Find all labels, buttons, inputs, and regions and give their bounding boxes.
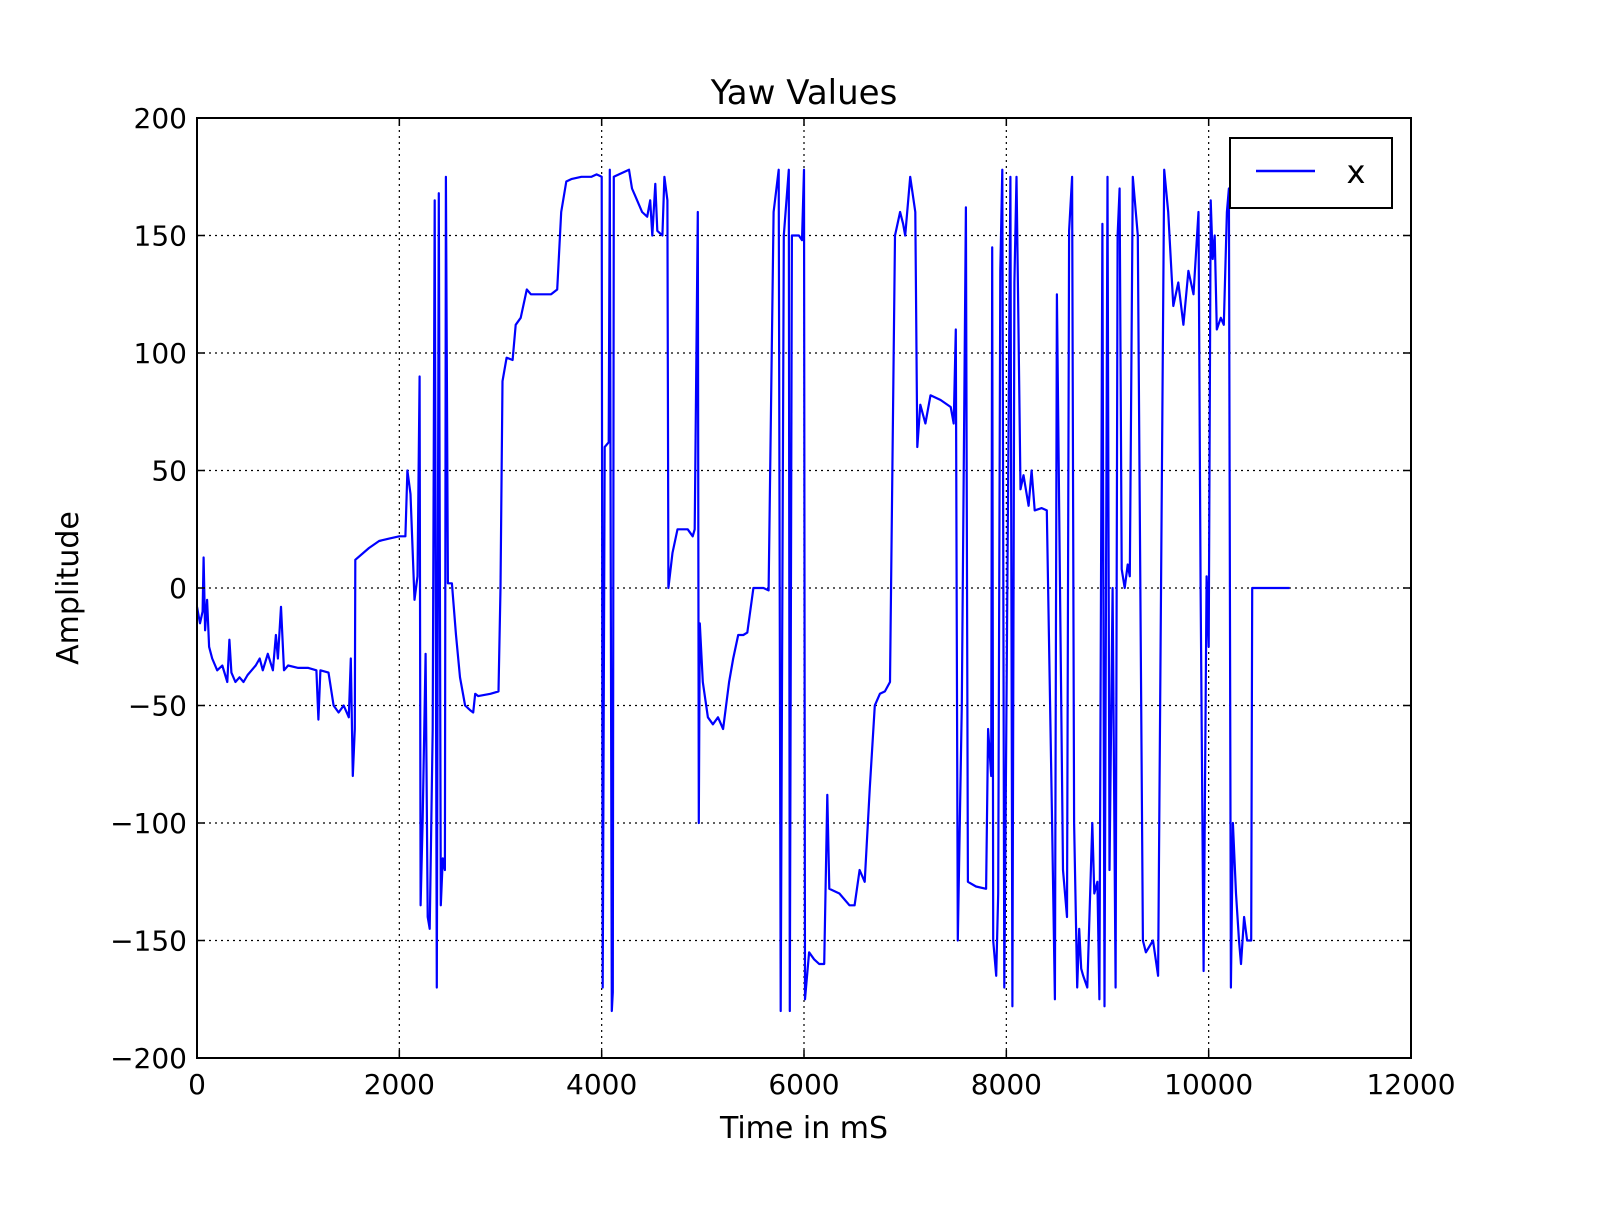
y-tick-label: −200 <box>110 1042 187 1075</box>
x-tick-label: 4000 <box>566 1068 637 1101</box>
chart-title: Yaw Values <box>710 73 898 113</box>
y-tick-label: −50 <box>128 690 187 723</box>
series-line-x <box>195 168 1290 1013</box>
y-axis-label: Amplitude <box>51 511 86 665</box>
legend: x <box>1229 137 1393 209</box>
y-tick-label: 0 <box>169 572 187 605</box>
y-tick-label: 150 <box>134 220 187 253</box>
x-tick-label: 12000 <box>1366 1068 1455 1101</box>
x-tick-label: 2000 <box>364 1068 435 1101</box>
y-tick-label: 100 <box>134 337 187 370</box>
y-tick-label: 200 <box>134 102 187 135</box>
x-tick-label: 0 <box>188 1068 206 1101</box>
y-tick-label: 50 <box>151 455 187 488</box>
y-tick-label: −100 <box>110 807 187 840</box>
y-axis-tick-labels: 200 150 100 50 0 −50 −100 −150 −200 <box>110 102 187 1075</box>
y-tick-label: −150 <box>110 925 187 958</box>
x-tick-label: 8000 <box>971 1068 1042 1101</box>
x-tick-label: 6000 <box>768 1068 839 1101</box>
series-layer <box>195 168 1290 1013</box>
x-tick-label: 10000 <box>1164 1068 1253 1101</box>
x-axis-label: Time in mS <box>719 1111 888 1146</box>
legend-box <box>1229 137 1393 209</box>
axis-ticks <box>196 117 1412 1059</box>
legend-label: x <box>1347 153 1366 191</box>
x-axis-tick-labels: 0 2000 4000 6000 8000 10000 12000 <box>188 1068 1455 1101</box>
